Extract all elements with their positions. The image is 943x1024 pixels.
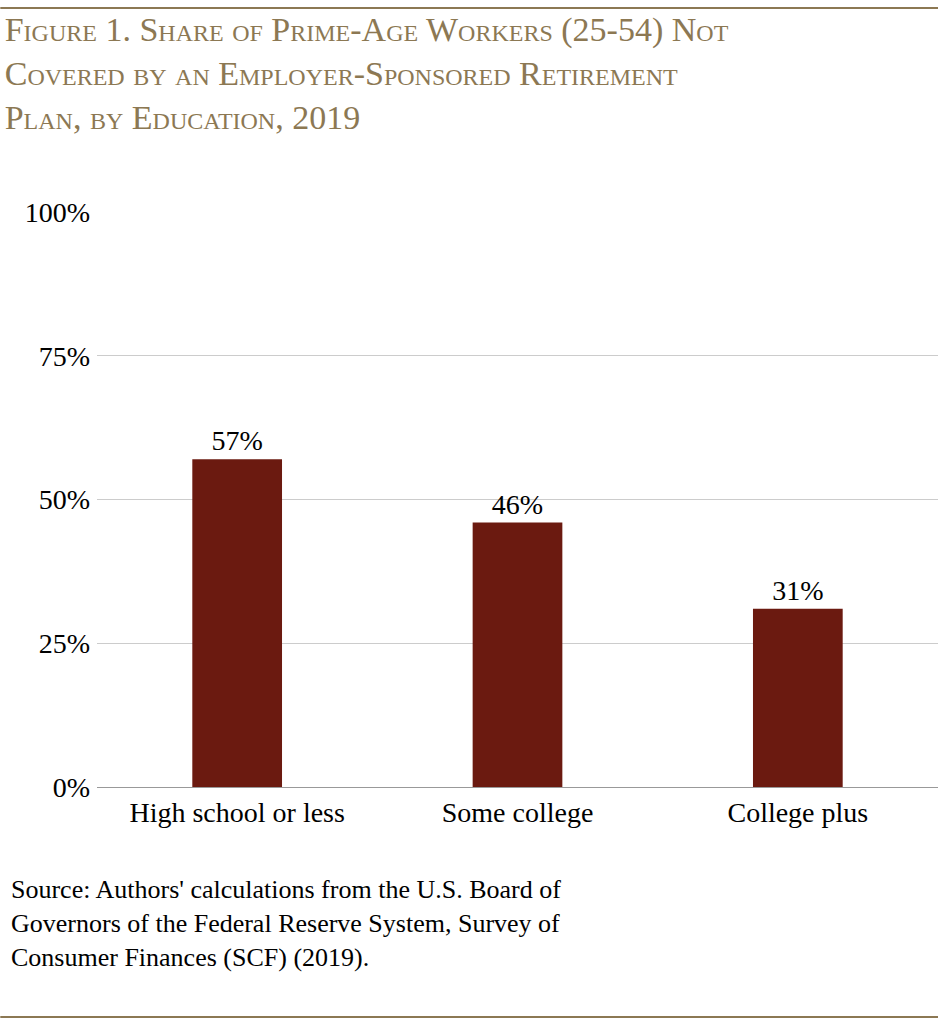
- svg-text:57%: 57%: [212, 425, 263, 456]
- svg-text:0%: 0%: [53, 772, 90, 803]
- svg-text:Some college: Some college: [442, 797, 594, 828]
- svg-text:College plus: College plus: [727, 797, 868, 828]
- svg-text:Figure 1. Share of Prime-Age W: Figure 1. Share of Prime-Age Workers (25…: [5, 11, 729, 136]
- svg-text:75%: 75%: [39, 341, 90, 372]
- svg-text:Source: Authors' calculations: Source: Authors' calculations from the U…: [11, 875, 561, 972]
- svg-text:31%: 31%: [772, 575, 823, 606]
- svg-text:High school or less: High school or less: [129, 797, 344, 828]
- svg-text:50%: 50%: [39, 484, 90, 515]
- svg-text:46%: 46%: [492, 489, 543, 520]
- svg-text:100%: 100%: [25, 197, 90, 228]
- svg-text:25%: 25%: [39, 628, 90, 659]
